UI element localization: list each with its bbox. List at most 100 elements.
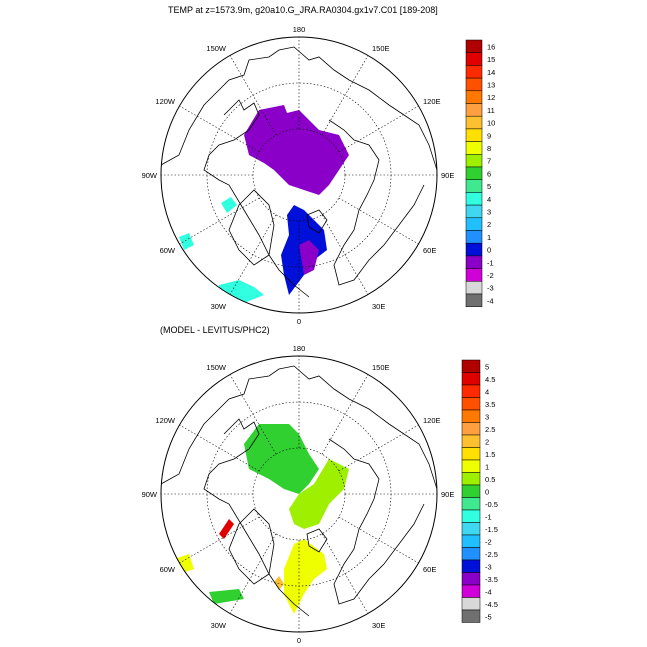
colorbar-swatch bbox=[465, 242, 483, 257]
meridian-line bbox=[179, 105, 260, 153]
lon-label-upper_left: 150W bbox=[206, 363, 227, 372]
colorbar-label: -1 bbox=[485, 512, 492, 521]
colorbar-label: -2 bbox=[485, 537, 492, 546]
diff-field-red bbox=[219, 519, 234, 539]
colorbar-swatch bbox=[461, 522, 481, 536]
colorbar-swatch bbox=[461, 497, 481, 511]
meridian-line bbox=[338, 197, 419, 245]
lon-label-right: 90E bbox=[441, 490, 454, 499]
colorbar-label: 2.5 bbox=[485, 425, 495, 434]
colorbar-swatch bbox=[461, 422, 481, 436]
colorbar-swatch bbox=[461, 484, 481, 498]
colorbar-label: 13 bbox=[487, 80, 495, 89]
colorbar-swatch bbox=[461, 372, 481, 386]
colorbar-label: 5 bbox=[487, 182, 491, 191]
colorbar-label: -4 bbox=[487, 296, 494, 305]
colorbar-swatch bbox=[461, 384, 481, 398]
colorbar-label: -3.5 bbox=[485, 575, 498, 584]
colorbar-swatch bbox=[461, 359, 481, 373]
map-content-0 bbox=[161, 46, 437, 303]
meridian-line bbox=[338, 424, 419, 472]
coastline-0 bbox=[161, 46, 437, 171]
lon-label-bottom: 0 bbox=[297, 636, 301, 645]
colorbar-swatch bbox=[465, 77, 483, 92]
map-boundary bbox=[160, 355, 438, 633]
lon-label-mid_left_upper: 120W bbox=[155, 97, 176, 106]
colorbar-swatch bbox=[461, 584, 481, 598]
lon-label-right: 90E bbox=[441, 171, 454, 180]
map-panel-0: 180 0 90W 90E 150W 150E 120W 120E 60W 60E 30W 30E bbox=[142, 25, 455, 326]
colorbar-label: 3.5 bbox=[485, 400, 495, 409]
lon-label-mid_left_upper: 120W bbox=[155, 416, 176, 425]
colorbar-swatch bbox=[465, 192, 483, 206]
colorbar-swatch bbox=[465, 230, 483, 244]
colorbar-swatch bbox=[465, 154, 483, 168]
meridian-line bbox=[179, 516, 260, 564]
diff-field-orange bbox=[274, 576, 284, 590]
lon-label-upper_right: 150E bbox=[372, 363, 390, 372]
colorbar-label: 5 bbox=[485, 362, 489, 371]
coastline-2 bbox=[328, 119, 425, 286]
colorbar-swatch bbox=[461, 447, 481, 461]
diff-field-yellow bbox=[284, 539, 327, 614]
colorbar-swatch bbox=[465, 128, 483, 142]
colorbar-label: 16 bbox=[487, 42, 495, 51]
colorbar-label: 4 bbox=[487, 195, 491, 204]
colorbar-label: 7 bbox=[487, 157, 491, 166]
colorbar-swatch bbox=[465, 52, 483, 66]
coastline-0 bbox=[161, 365, 437, 490]
temp-field-purple-2 bbox=[299, 240, 319, 275]
colorbar-swatch bbox=[461, 572, 481, 586]
colorbar-label: 0 bbox=[485, 487, 489, 496]
colorbar-label: 9 bbox=[487, 131, 491, 140]
diff-field-lime bbox=[289, 459, 349, 529]
meridian-line bbox=[321, 533, 369, 614]
colorbar-label: 1.5 bbox=[485, 450, 495, 459]
bottom-panel-title: (MODEL - LEVITUS/PHC2) bbox=[160, 325, 270, 335]
colorbar-swatch bbox=[465, 141, 483, 155]
top-panel-title: TEMP at z=1573.9m, g20a10.G_JRA.RA0304.g… bbox=[168, 5, 438, 15]
colorbar-label: -4 bbox=[485, 587, 492, 596]
temp-field-purple bbox=[244, 105, 349, 195]
colorbar-label: 10 bbox=[487, 119, 495, 128]
meridian-line bbox=[321, 55, 369, 136]
coastline-3 bbox=[228, 508, 275, 585]
colorbar-label: 15 bbox=[487, 55, 495, 64]
lon-label-mid_right_lower: 60E bbox=[423, 565, 436, 574]
colorbar-swatch bbox=[465, 217, 483, 231]
colorbar-label: -0.5 bbox=[485, 500, 498, 509]
colorbar-label: 6 bbox=[487, 169, 491, 178]
colorbar-swatch bbox=[461, 597, 481, 611]
map-boundary bbox=[160, 36, 438, 314]
map-panel-1: 180 0 90W 90E 150W 150E 120W 120E 60W 60E 30W 30E bbox=[142, 344, 455, 645]
lon-label-left: 90W bbox=[142, 490, 158, 499]
meridian-line bbox=[229, 214, 277, 295]
meridian-line bbox=[321, 374, 369, 455]
lon-label-left: 90W bbox=[142, 171, 158, 180]
colorbar-label: 0.5 bbox=[485, 475, 495, 484]
colorbar-swatch bbox=[465, 65, 483, 79]
coastline-2 bbox=[328, 438, 425, 605]
colorbar-swatch bbox=[465, 90, 483, 104]
diff-field-green bbox=[244, 424, 319, 494]
lon-label-upper_left: 150W bbox=[206, 44, 227, 53]
colorbar-label: 8 bbox=[487, 144, 491, 153]
meridian-line bbox=[229, 533, 277, 614]
colorbar-label: -4.5 bbox=[485, 600, 498, 609]
colorbar-swatch bbox=[465, 293, 483, 307]
colorbar-swatch bbox=[465, 268, 483, 282]
colorbar-label: 0 bbox=[487, 246, 491, 255]
colorbar-swatch bbox=[461, 409, 481, 423]
colorbar-swatch bbox=[465, 204, 483, 219]
colorbar-label: -3 bbox=[485, 562, 492, 571]
coastline-4 bbox=[306, 209, 328, 234]
colorbar-swatch bbox=[465, 281, 483, 295]
colorbar-label: 1 bbox=[487, 233, 491, 242]
colorbar-label: -1.5 bbox=[485, 525, 498, 534]
temp-field-cyan-2 bbox=[179, 233, 194, 250]
colorbar-swatch bbox=[461, 472, 481, 486]
colorbar-swatch bbox=[461, 459, 481, 473]
colorbar-swatch bbox=[461, 547, 481, 561]
colorbar-label: -2 bbox=[487, 271, 494, 280]
